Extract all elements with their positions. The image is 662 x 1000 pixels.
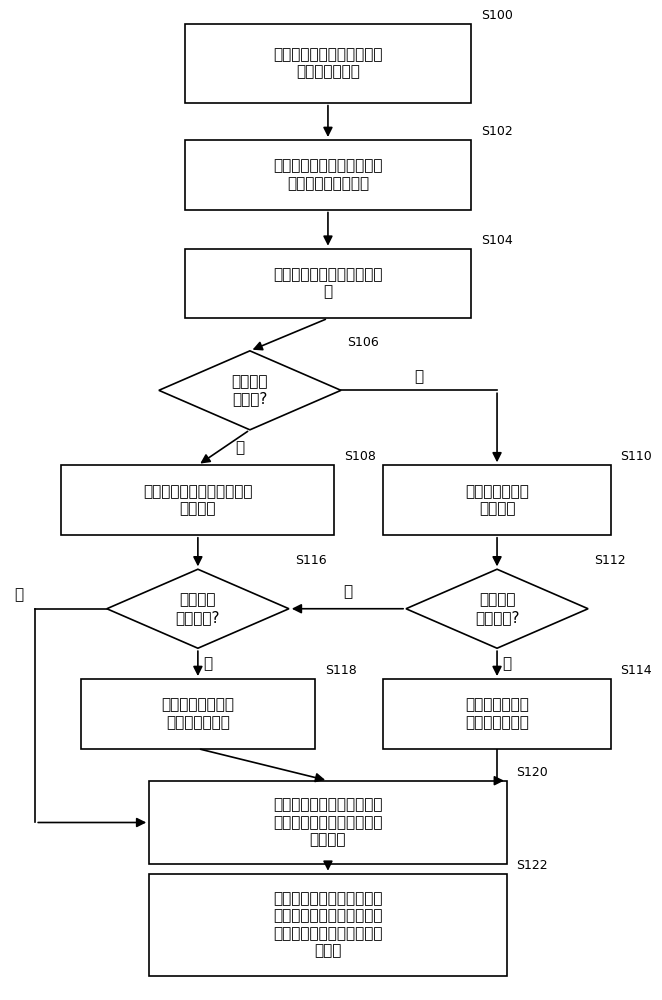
Text: S108: S108 xyxy=(344,450,376,463)
Text: 光源变化
距离为零?: 光源变化 距离为零? xyxy=(175,593,220,625)
Bar xyxy=(185,140,471,210)
Bar xyxy=(149,874,507,976)
Polygon shape xyxy=(159,351,341,430)
Text: 对真空管道中的列车进行定
位: 对真空管道中的列车进行定 位 xyxy=(273,267,383,300)
Text: 存在光源
的变化?: 存在光源 的变化? xyxy=(232,374,268,407)
Bar xyxy=(149,781,507,864)
Text: 否: 否 xyxy=(236,440,245,455)
Text: S106: S106 xyxy=(348,336,379,349)
Text: 根据发送的列向量确定更新
的光源变化距离，进而根据
更新的光源变化距离确定列
车速度: 根据发送的列向量确定更新 的光源变化距离，进而根据 更新的光源变化距离确定列 车… xyxy=(273,891,383,958)
Text: 用列向量更新光源
数据库中的数据: 用列向量更新光源 数据库中的数据 xyxy=(162,698,234,730)
Text: 将张量矩阵转换
为列向量: 将张量矩阵转换 为列向量 xyxy=(465,484,529,516)
Text: S104: S104 xyxy=(481,234,512,247)
Text: 否: 否 xyxy=(343,585,352,600)
Polygon shape xyxy=(406,569,588,648)
Bar xyxy=(185,249,471,318)
Polygon shape xyxy=(107,569,289,648)
Text: 是: 是 xyxy=(414,369,424,384)
Text: 对采集的图像进行处理得到
光谱图像的张量矩阵: 对采集的图像进行处理得到 光谱图像的张量矩阵 xyxy=(273,159,383,191)
Bar xyxy=(62,465,334,535)
Text: 根据光源变化距
离确定列车速度: 根据光源变化距 离确定列车速度 xyxy=(465,698,529,730)
Text: 否: 否 xyxy=(15,587,24,602)
Text: 是: 是 xyxy=(502,656,511,671)
Text: S122: S122 xyxy=(516,859,548,872)
Text: S118: S118 xyxy=(324,664,356,677)
Text: 用列向量更新光源数据库中
的数据且触发光源数据库发
送列向量: 用列向量更新光源数据库中 的数据且触发光源数据库发 送列向量 xyxy=(273,798,383,847)
Text: 采集多个不同波段的单光谱
光源的光谱图像: 采集多个不同波段的单光谱 光源的光谱图像 xyxy=(273,47,383,79)
Text: S116: S116 xyxy=(295,554,327,567)
Text: S100: S100 xyxy=(481,9,512,22)
Bar xyxy=(185,24,471,103)
Text: S102: S102 xyxy=(481,125,512,138)
Text: 光源追踪
识别成功?: 光源追踪 识别成功? xyxy=(475,593,519,625)
Text: 是: 是 xyxy=(203,656,213,671)
Bar xyxy=(81,679,315,749)
Text: S120: S120 xyxy=(516,766,548,779)
Text: S110: S110 xyxy=(620,450,652,463)
Text: S114: S114 xyxy=(620,664,652,677)
Bar xyxy=(383,679,611,749)
Text: S112: S112 xyxy=(594,554,626,567)
Bar xyxy=(383,465,611,535)
Text: 用张量矩阵更新光源数据库
中的数据: 用张量矩阵更新光源数据库 中的数据 xyxy=(143,484,253,516)
